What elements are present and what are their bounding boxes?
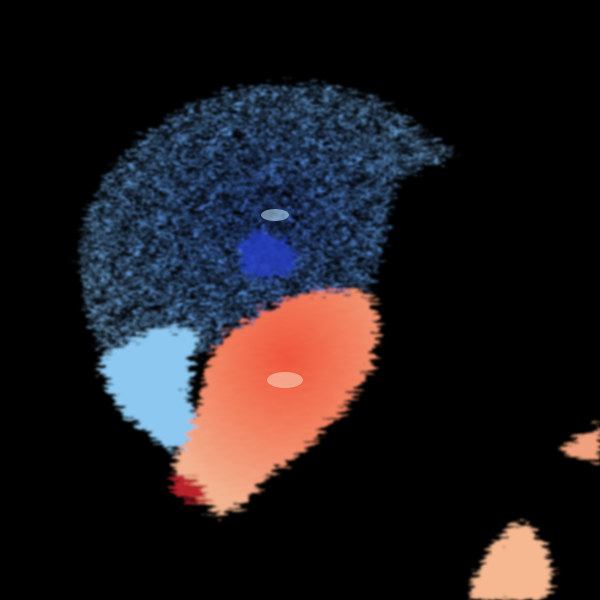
- strong-outbound: [172, 475, 210, 502]
- outbound-blob-e: [560, 425, 600, 461]
- echo-field: [80, 83, 600, 600]
- outbound-velocity: [175, 290, 379, 515]
- inbound-velocity-edge: [100, 326, 205, 450]
- strong-inbound: [240, 232, 300, 281]
- highlight: [261, 209, 289, 221]
- outbound-blob-se: [470, 520, 553, 600]
- highlight: [267, 372, 303, 388]
